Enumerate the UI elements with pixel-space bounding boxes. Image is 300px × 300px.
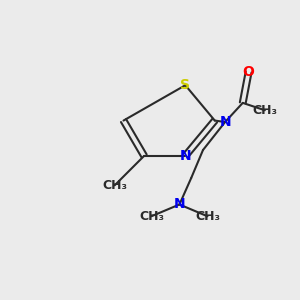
- Text: N: N: [179, 149, 191, 163]
- Text: N: N: [219, 115, 231, 129]
- Text: O: O: [243, 65, 255, 79]
- Text: CH₃: CH₃: [139, 210, 164, 223]
- Text: CH₃: CH₃: [195, 210, 220, 223]
- Text: CH₃: CH₃: [252, 104, 277, 117]
- Text: CH₃: CH₃: [102, 179, 127, 192]
- Text: S: S: [180, 78, 190, 92]
- Text: N: N: [174, 197, 185, 212]
